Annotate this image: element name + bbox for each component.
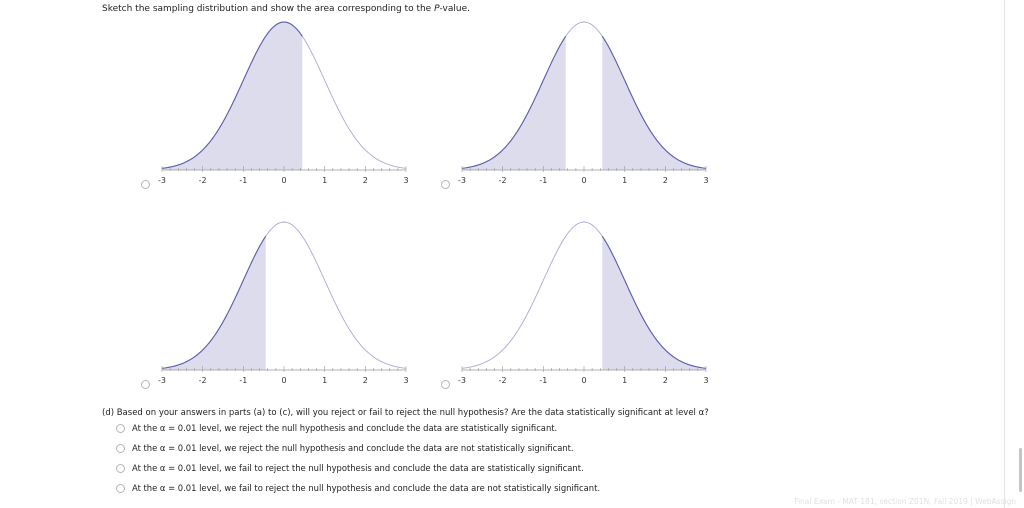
x-tick-label: 2 [663, 176, 668, 185]
x-tick-label: 3 [403, 176, 408, 185]
page-divider [1004, 0, 1005, 508]
x-tick-label: 0 [281, 176, 286, 185]
x-tick-label: 2 [663, 376, 668, 385]
answer-radio-3[interactable] [116, 464, 125, 473]
x-tick-label: 3 [403, 376, 408, 385]
x-tick-label: -1 [539, 376, 547, 385]
density-curve-shaded-edge [601, 35, 707, 169]
x-tick-label: 1 [322, 176, 327, 185]
x-tick-label: 3 [703, 376, 708, 385]
density-curve [461, 221, 707, 369]
answer-radio-2[interactable] [116, 444, 125, 453]
x-tick-label: -3 [458, 376, 466, 385]
x-tick-label: -3 [158, 176, 166, 185]
normal-curve-plot: -3 -2 -1 0 1 2 3 [158, 21, 409, 185]
answer-label-1: At the α = 0.01 level, we reject the nul… [132, 423, 558, 433]
x-tick-label: -2 [199, 176, 207, 185]
graph-prompt: Sketch the sampling distribution and sho… [102, 4, 470, 14]
x-tick-label: 1 [622, 376, 627, 385]
density-curve-shaded-edge [161, 21, 303, 169]
answer-radio-1[interactable] [116, 424, 125, 433]
x-tick-label: -1 [239, 176, 247, 185]
x-tick-label: -3 [158, 376, 166, 385]
graph-option-4[interactable]: -3 -2 -1 0 1 2 3 [450, 210, 750, 400]
density-curve [461, 21, 707, 169]
x-tick-label: 2 [363, 176, 368, 185]
x-tick-label: -2 [499, 176, 507, 185]
x-tick-label: 0 [581, 376, 586, 385]
normal-curve-plot: -3 -2 -1 0 1 2 3 [458, 21, 709, 185]
x-tick-label: -3 [458, 176, 466, 185]
x-tick-label: -1 [539, 176, 547, 185]
graph-option-2[interactable]: -3 -2 -1 0 1 2 3 [450, 10, 750, 200]
density-curve-shaded-edge [161, 235, 267, 369]
x-tick-label: -2 [199, 376, 207, 385]
footer-text: Final Exam - MAT 181, section Z01N, Fall… [794, 497, 1016, 506]
scrollbar-thumb[interactable] [1019, 448, 1022, 492]
x-tick-label: 0 [281, 376, 286, 385]
answer-label-2: At the α = 0.01 level, we reject the nul… [132, 443, 574, 453]
x-tick-label: 1 [322, 376, 327, 385]
normal-curve-plot: -3 -2 -1 0 1 2 3 [158, 221, 409, 385]
x-tick-label: 0 [581, 176, 586, 185]
graph-option-radio-4[interactable] [441, 380, 450, 389]
shaded-area [602, 236, 706, 370]
normal-curve-plot: -3 -2 -1 0 1 2 3 [458, 221, 709, 385]
shaded-area [462, 36, 566, 170]
x-tick-label: -1 [239, 376, 247, 385]
graph-option-radio-1[interactable] [141, 180, 150, 189]
graph-option-radio-3[interactable] [141, 380, 150, 389]
graph-option-1[interactable]: -3 -2 -1 0 1 2 3 [150, 10, 450, 200]
x-tick-label: 1 [622, 176, 627, 185]
shaded-area [162, 236, 266, 370]
question-d: (d) Based on your answers in parts (a) t… [102, 408, 709, 418]
density-curve [161, 221, 407, 369]
graph-option-radio-2[interactable] [441, 180, 450, 189]
graph-option-3[interactable]: -3 -2 -1 0 1 2 3 [150, 210, 450, 400]
x-tick-label: 2 [363, 376, 368, 385]
shaded-area [162, 22, 303, 171]
answer-label-3: At the α = 0.01 level, we fail to reject… [132, 463, 584, 473]
density-curve-shaded-edge [601, 235, 707, 369]
x-tick-label: -2 [499, 376, 507, 385]
density-curve-shaded-edge [461, 35, 567, 169]
answer-label-4: At the α = 0.01 level, we fail to reject… [132, 483, 601, 493]
answer-radio-4[interactable] [116, 484, 125, 493]
x-tick-label: 3 [703, 176, 708, 185]
shaded-area [602, 36, 706, 171]
